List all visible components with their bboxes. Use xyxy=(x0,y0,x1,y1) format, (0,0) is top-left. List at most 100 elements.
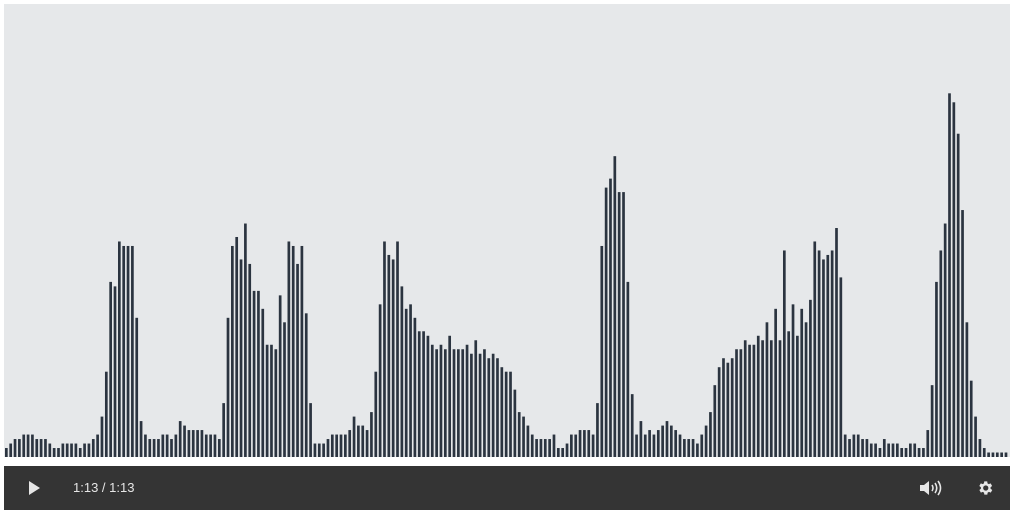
waveform-bar xyxy=(578,430,582,457)
waveform-bar xyxy=(304,313,308,457)
waveform-bar xyxy=(291,245,295,457)
waveform-bar xyxy=(5,448,8,457)
waveform-bar xyxy=(604,187,608,457)
waveform-bar xyxy=(922,448,925,457)
waveform-bar xyxy=(448,335,452,457)
waveform-bar xyxy=(761,340,764,457)
waveform-bar xyxy=(417,331,421,457)
waveform-bar xyxy=(748,344,751,457)
waveform-bar xyxy=(956,133,960,457)
waveform-bar xyxy=(643,434,647,457)
volume-button[interactable] xyxy=(918,476,944,500)
waveform-bar xyxy=(200,430,204,457)
waveform-bar xyxy=(617,192,621,457)
waveform-bar xyxy=(157,439,160,457)
waveform-bar xyxy=(100,416,104,457)
waveform-bar xyxy=(52,448,56,457)
waveform-bar xyxy=(543,439,547,457)
waveform-bar xyxy=(978,439,982,457)
waveform-bar xyxy=(539,439,543,457)
waveform-bar xyxy=(348,430,352,457)
waveform-bar xyxy=(613,156,617,457)
waveform-panel[interactable] xyxy=(4,4,1010,457)
waveform-bar xyxy=(809,299,812,457)
waveform-bar xyxy=(852,434,856,457)
waveform-bar xyxy=(630,394,634,457)
waveform-bar xyxy=(126,245,130,457)
waveform-bar xyxy=(335,434,339,457)
waveform-bar xyxy=(18,439,21,457)
waveform-bar xyxy=(139,421,143,457)
waveform-bar xyxy=(9,443,13,457)
waveform-bar xyxy=(574,434,578,457)
waveform-bar xyxy=(565,443,569,457)
waveform-bar xyxy=(391,259,395,457)
waveform-bar xyxy=(109,281,112,457)
waveform-bar xyxy=(339,434,343,457)
waveform-bar xyxy=(583,430,586,457)
waveform-bar xyxy=(535,439,538,457)
waveform-bar xyxy=(717,367,721,457)
waveform-bar xyxy=(552,434,556,457)
waveform-bar xyxy=(313,443,317,457)
waveform-bar xyxy=(1004,452,1008,457)
waveform-bar xyxy=(13,439,17,457)
waveform-bar xyxy=(309,403,312,457)
waveform-bar xyxy=(278,295,282,457)
waveform-bar xyxy=(222,403,226,457)
waveform-bar xyxy=(804,322,808,457)
waveform-bar xyxy=(209,434,212,457)
waveform-bar xyxy=(787,331,791,457)
waveform-bar xyxy=(131,245,134,457)
waveform-bar xyxy=(283,322,286,457)
waveform-bar xyxy=(461,349,465,457)
waveform-bar xyxy=(726,362,730,457)
waveform-bar xyxy=(422,331,425,457)
waveform-bar xyxy=(896,443,899,457)
waveform-bar xyxy=(443,349,447,457)
waveform-bar xyxy=(887,443,890,457)
waveform-bar xyxy=(830,250,834,457)
waveform-bar xyxy=(235,236,239,457)
waveform-bar xyxy=(656,430,660,457)
waveform-bar xyxy=(387,254,391,457)
waveform-bar xyxy=(31,434,34,457)
waveform-bar xyxy=(848,439,851,457)
settings-button[interactable] xyxy=(973,476,997,500)
waveform-bar xyxy=(678,434,682,457)
waveform-bar xyxy=(500,367,504,457)
waveform-bar xyxy=(969,380,973,457)
waveform-bar xyxy=(856,434,860,457)
waveform-bar xyxy=(483,349,486,457)
waveform-bar xyxy=(504,371,508,457)
waveform-bar xyxy=(404,308,408,457)
waveform-bar xyxy=(148,439,152,457)
waveform-bar xyxy=(270,344,273,457)
waveform-bar xyxy=(161,434,165,457)
waveform-bar xyxy=(782,250,786,457)
waveform-bar xyxy=(570,434,573,457)
waveform-bar xyxy=(248,263,252,457)
waveform-bar xyxy=(187,430,191,457)
waveform-bar xyxy=(913,443,917,457)
waveform-bar xyxy=(183,425,186,457)
waveform-bar xyxy=(65,443,69,457)
waveform-bar xyxy=(961,210,964,457)
waveform-bar xyxy=(869,443,873,457)
waveform-bar xyxy=(91,439,95,457)
waveform-bar xyxy=(952,102,956,457)
play-button[interactable] xyxy=(22,476,46,500)
waveform-bar xyxy=(383,241,386,457)
waveform-bar xyxy=(939,250,943,457)
waveform-bar xyxy=(491,353,495,457)
waveform-bar xyxy=(713,385,717,457)
waveform-bar xyxy=(696,443,699,457)
waveform-bar xyxy=(135,317,139,457)
waveform-bar xyxy=(891,443,895,457)
waveform-bar xyxy=(152,439,156,457)
waveform-bar xyxy=(882,439,886,457)
waveform-bar xyxy=(817,250,821,457)
waveform-bar xyxy=(165,434,169,457)
player-control-bar: 1:13 / 1:13 xyxy=(4,466,1010,510)
waveform-bar xyxy=(357,425,360,457)
